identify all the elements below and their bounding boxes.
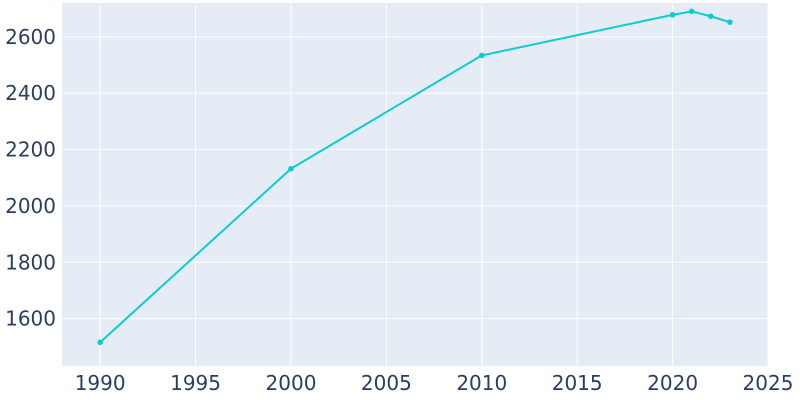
plot-area [62, 3, 768, 366]
x-tick-label: 2010 [456, 371, 507, 395]
x-tick-label: 2000 [266, 371, 317, 395]
x-tick-label: 1990 [75, 371, 126, 395]
y-tick-label: 2000 [5, 194, 56, 218]
y-tick-label: 2400 [5, 81, 56, 105]
y-tick-label: 1800 [5, 250, 56, 274]
x-axis-ticks: 1990 1995 2000 2005 2010 2015 2020 2025 [75, 371, 794, 395]
data-point [288, 165, 294, 172]
data-point [707, 13, 714, 20]
data-point [669, 12, 676, 18]
x-tick-label: 2015 [552, 371, 603, 395]
grid-lines [62, 3, 769, 366]
x-tick-label: 1995 [170, 371, 221, 395]
data-point [478, 52, 485, 59]
x-tick-label: 2025 [743, 371, 794, 395]
series-layer [97, 8, 733, 346]
y-tick-label: 1600 [5, 307, 56, 331]
data-point [97, 339, 103, 346]
x-tick-label: 2005 [361, 371, 412, 395]
y-axis-ticks: 1600 1800 2000 2200 2400 2600 [5, 25, 56, 331]
x-tick-label: 2020 [647, 371, 698, 395]
data-point [688, 8, 695, 15]
y-tick-label: 2600 [5, 25, 56, 49]
y-tick-label: 2200 [5, 138, 56, 162]
data-point [727, 19, 733, 25]
